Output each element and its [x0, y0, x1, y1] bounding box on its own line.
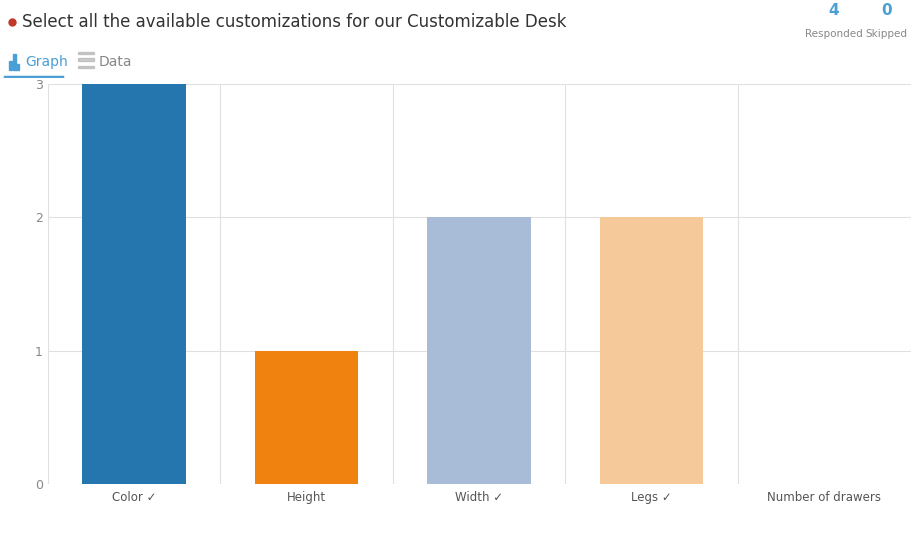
- Text: 0: 0: [881, 3, 892, 18]
- Bar: [78, 66, 94, 68]
- Text: Responded: Responded: [804, 29, 863, 39]
- Text: 4: 4: [828, 3, 839, 18]
- Text: Skipped: Skipped: [866, 29, 908, 39]
- Bar: [13, 55, 16, 70]
- Bar: [255, 351, 358, 484]
- Bar: [600, 217, 703, 484]
- Text: Select all the available customizations for our Customizable Desk: Select all the available customizations …: [22, 13, 566, 31]
- Bar: [16, 64, 19, 70]
- Bar: [78, 58, 94, 60]
- Text: Graph: Graph: [26, 55, 69, 69]
- Bar: [427, 217, 531, 484]
- Bar: [9, 60, 12, 70]
- Bar: [78, 52, 94, 54]
- Bar: [82, 84, 186, 484]
- Text: Data: Data: [99, 55, 133, 69]
